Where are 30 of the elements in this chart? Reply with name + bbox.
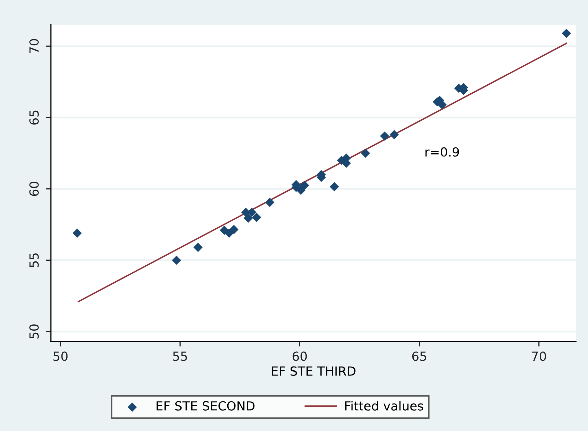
point bbox=[562, 28, 572, 38]
x-tick-label: 50 bbox=[54, 352, 68, 362]
legend-label: Fitted values bbox=[345, 401, 424, 411]
x-tick-label: 60 bbox=[292, 352, 308, 362]
legend-label: EF STE SECOND bbox=[156, 401, 255, 411]
point bbox=[330, 182, 340, 192]
point bbox=[296, 186, 306, 196]
annotation: r=0.9 bbox=[426, 147, 460, 157]
point bbox=[172, 256, 182, 266]
point bbox=[390, 130, 400, 140]
point bbox=[194, 243, 203, 252]
y-tick-label: 50 bbox=[30, 324, 40, 339]
point bbox=[72, 228, 82, 238]
point bbox=[224, 228, 234, 238]
point bbox=[252, 213, 262, 222]
point bbox=[438, 100, 447, 110]
y-tick-label: 65 bbox=[30, 110, 40, 125]
x-axis-title: EF STE THIRD bbox=[272, 366, 356, 376]
x-tick-label: 65 bbox=[412, 352, 426, 362]
y-tick-label: 70 bbox=[30, 39, 40, 54]
x-tick-label: 70 bbox=[532, 352, 546, 362]
y-tick-label: 60 bbox=[30, 182, 40, 196]
point bbox=[244, 214, 254, 223]
y-tick-label: 55 bbox=[30, 254, 40, 268]
point bbox=[361, 148, 370, 158]
x-tick-label: 55 bbox=[173, 352, 188, 362]
point bbox=[265, 198, 275, 208]
point bbox=[300, 180, 310, 190]
point bbox=[380, 132, 390, 141]
point bbox=[230, 225, 239, 234]
